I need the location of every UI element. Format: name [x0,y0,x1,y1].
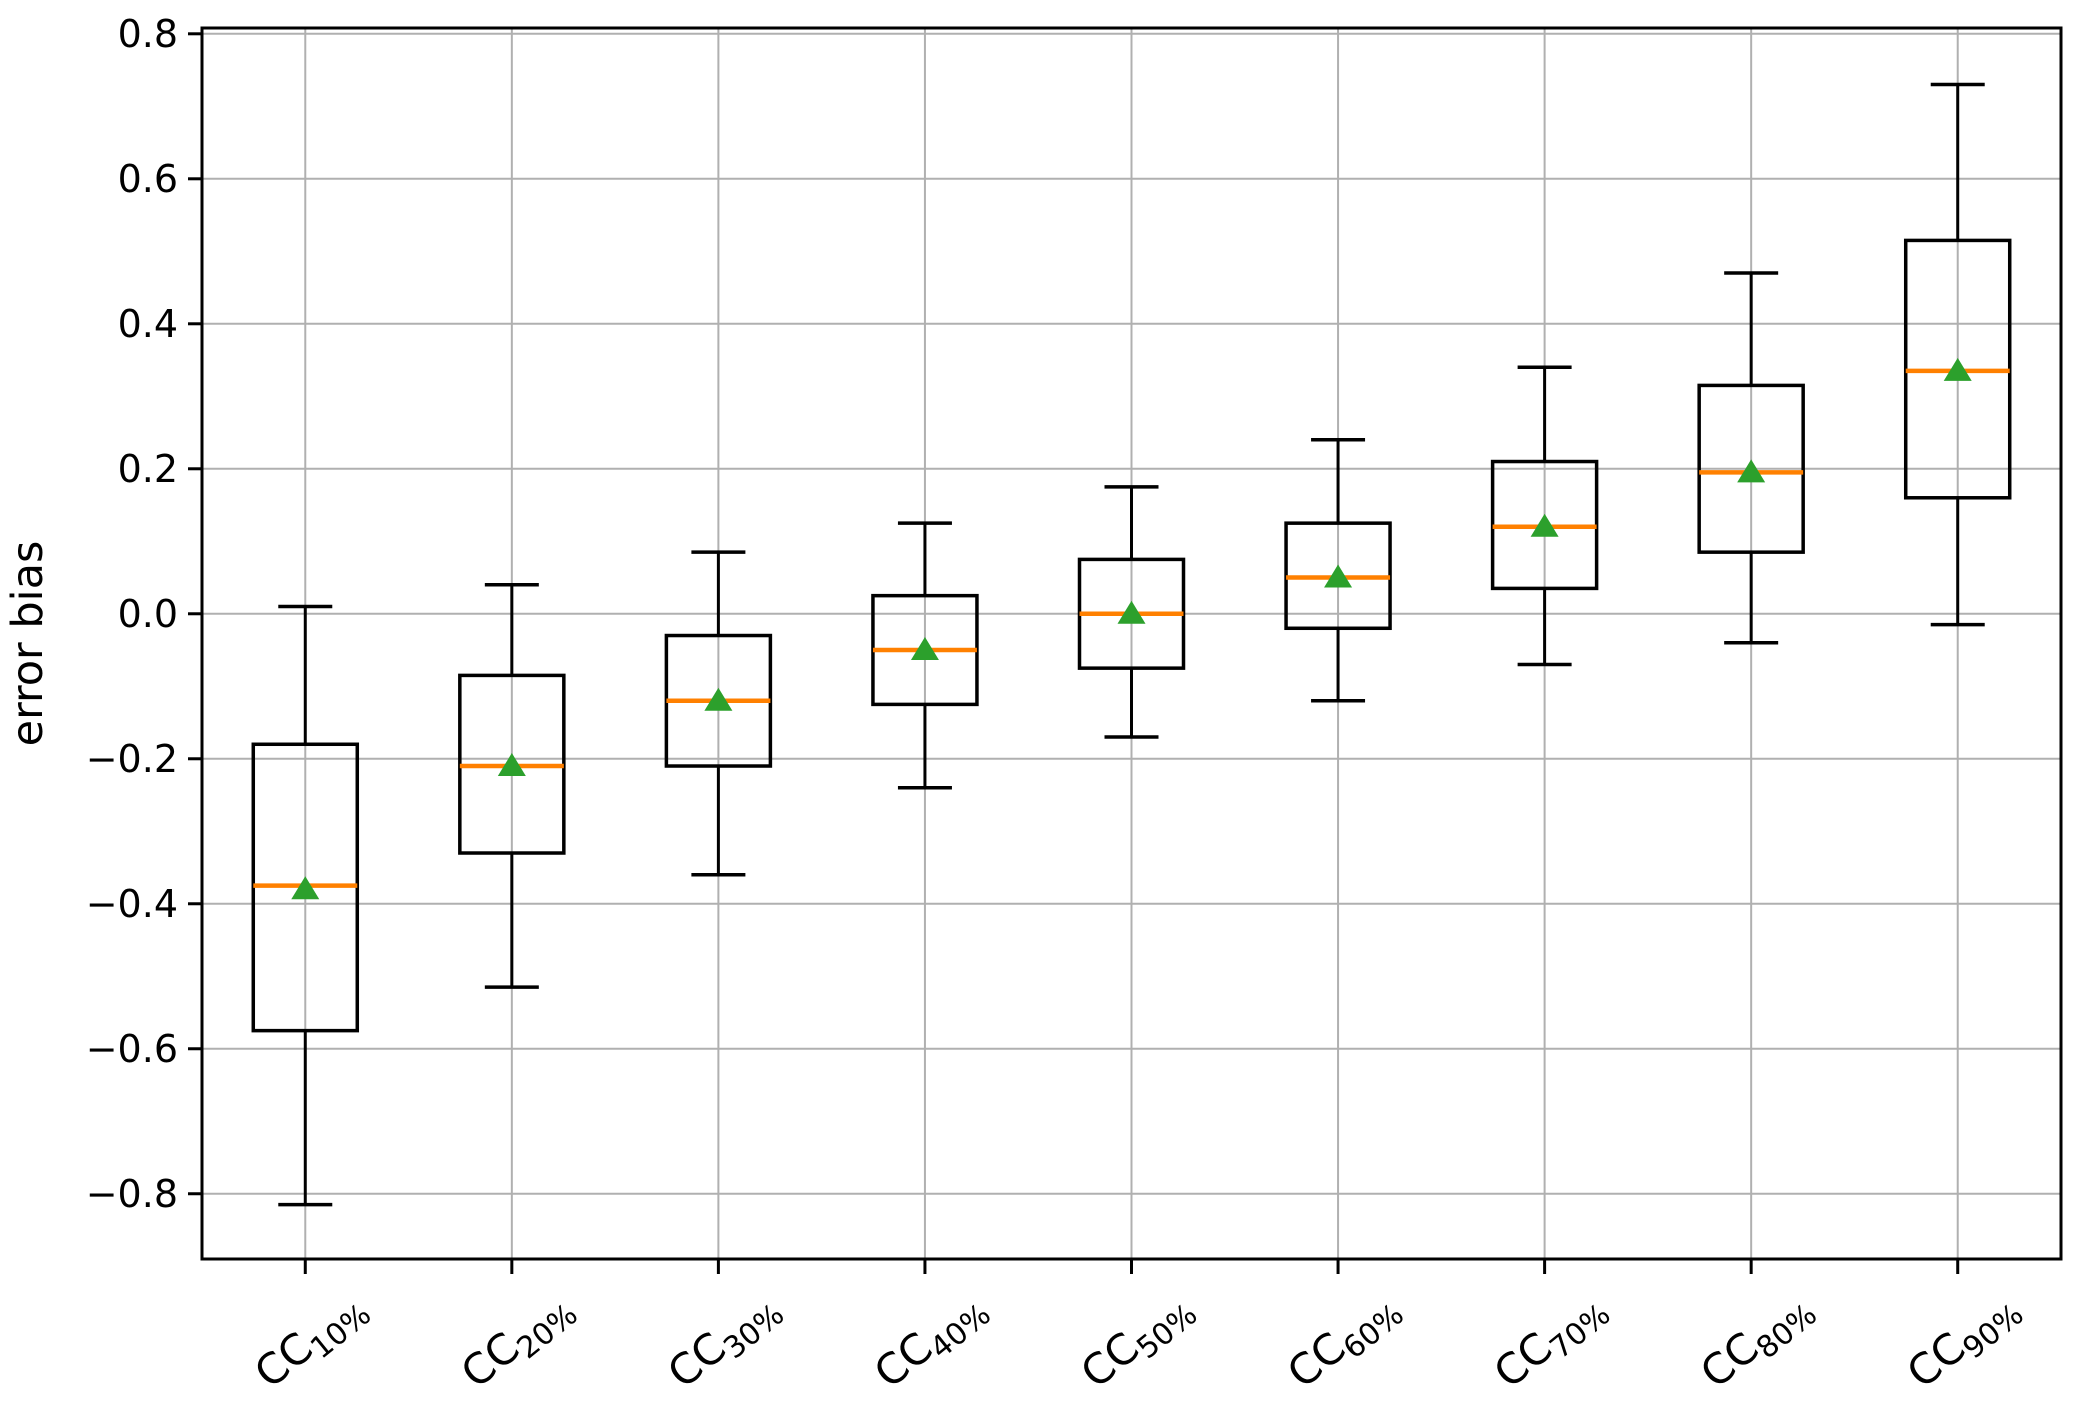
x-tick-label: CC20% [452,1281,585,1403]
y-tick-label: −0.2 [86,737,178,781]
y-axis-label: error bias [3,541,53,747]
box-rect [1697,383,1805,554]
y-tick-label: −0.4 [86,882,178,926]
mean-marker [1943,357,1972,381]
y-tick-label: 0.4 [118,302,178,346]
mean-marker [1324,564,1353,588]
y-tick-label: −0.8 [86,1172,178,1216]
mean-marker [1530,513,1559,537]
x-tick-label: CC80% [1691,1281,1824,1403]
y-tick-label: 0.2 [118,447,178,491]
mean-marker [1737,459,1766,483]
x-tick-label: CC40% [865,1281,998,1403]
x-tick-label: CC50% [1072,1281,1205,1403]
mean-marker [1117,600,1146,624]
mean-marker [291,876,320,900]
y-tick-label: 0.0 [118,592,178,636]
mean-marker [910,637,939,661]
y-tick-label: −0.6 [86,1027,178,1071]
mean-marker [497,753,526,777]
x-tick-label: CC30% [658,1281,791,1403]
x-tick-label: CC10% [245,1281,378,1403]
mean-marker [704,687,733,711]
y-tick-label: 0.8 [118,12,178,56]
x-tick-label: CC60% [1278,1281,1411,1403]
x-tick-label: CC90% [1898,1281,2031,1403]
x-tick-label: CC70% [1485,1281,1618,1403]
y-tick-label: 0.6 [118,157,178,201]
